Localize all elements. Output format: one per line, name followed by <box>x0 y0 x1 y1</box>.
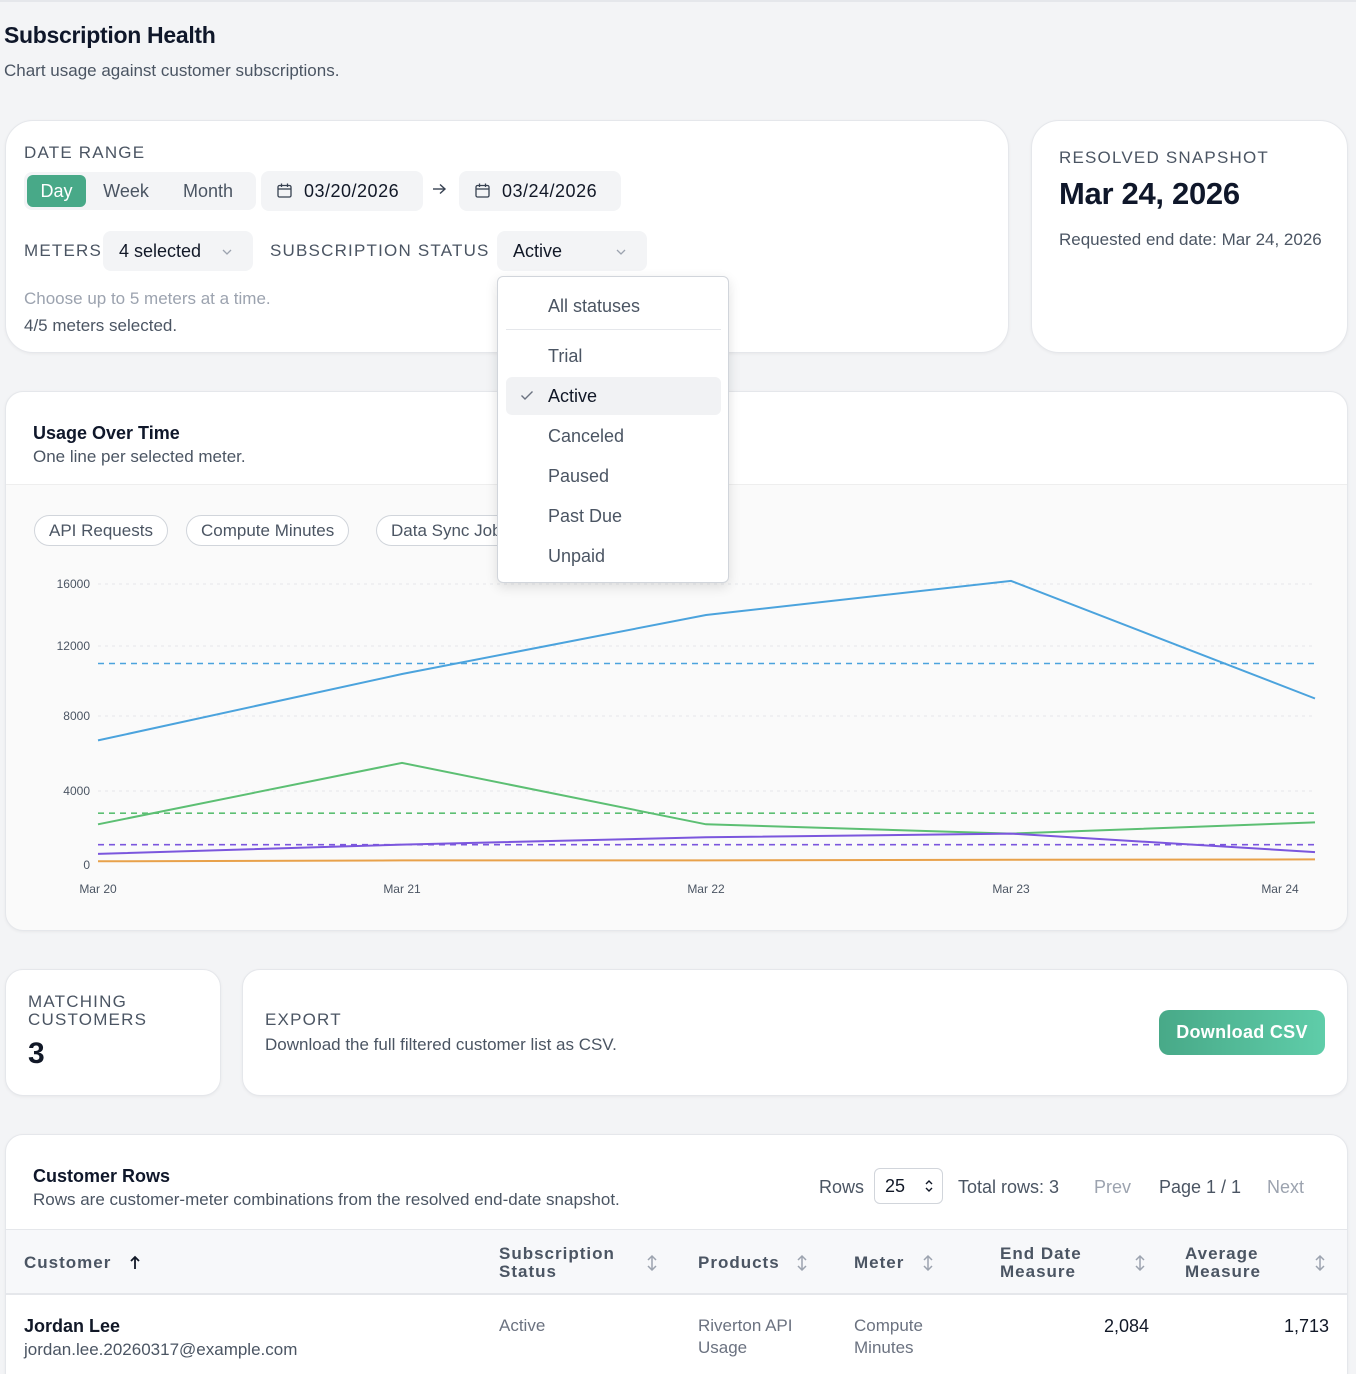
dropdown-divider <box>506 329 721 330</box>
next-page-button[interactable]: Next <box>1267 1177 1305 1197</box>
end-date-measure-cell: 2,084 <box>1103 1316 1149 1336</box>
table-subtitle: Rows are customer-meter combinations fro… <box>33 1190 620 1209</box>
arrow-right-icon <box>433 183 447 195</box>
end-date-value: 03/24/2026 <box>502 181 598 201</box>
column-header-customer[interactable]: Customer <box>24 1253 112 1272</box>
product-cell: Riverton API Usage <box>698 1316 793 1357</box>
usage-line-chart: 0 4000 8000 12000 16000 Mar 20 Mar 21 Mar 22 Mar… <box>57 577 1316 896</box>
start-date-value: 03/20/2026 <box>304 181 400 201</box>
meters-select-value: 4 selected <box>119 241 202 261</box>
checkmark-icon <box>521 391 533 400</box>
average-measure-cell: 1,713 <box>1283 1316 1329 1336</box>
status-option-active-label: Active <box>548 386 598 406</box>
page-subtitle: Chart usage against customer subscriptio… <box>4 61 340 80</box>
snapshot-label: RESOLVED SNAPSHOT <box>1059 148 1269 167</box>
requested-end-date: Requested end date: Mar 24, 2026 <box>1059 230 1322 249</box>
export-card: EXPORT Download the full filtered custom… <box>242 969 1348 1096</box>
subscription-status-select[interactable]: Active <box>497 231 647 271</box>
resolved-snapshot-card: RESOLVED SNAPSHOT Mar 24, 2026 Requested… <box>1031 120 1348 353</box>
status-option-trial[interactable]: Trial <box>548 346 583 366</box>
date-range-label: DATE RANGE <box>24 143 146 162</box>
y-tick-label: 12000 <box>57 639 91 653</box>
series-line <box>97 858 1316 863</box>
column-header-meter[interactable]: Meter <box>854 1253 905 1272</box>
meters-select[interactable]: 4 selected <box>103 231 253 271</box>
meters-label: METERS <box>24 241 103 260</box>
snapshot-date: Mar 24, 2026 <box>1059 176 1240 211</box>
subscription-status-dropdown: All statuses Trial Active Canceled Pause… <box>497 276 729 583</box>
table-title: Customer Rows <box>33 1166 171 1186</box>
status-option-past-due[interactable]: Past Due <box>548 506 623 526</box>
export-description: Download the full filtered customer list… <box>265 1035 617 1054</box>
customer-email: jordan.lee.20260317@example.com <box>24 1340 298 1359</box>
customer-rows-card: Customer Rows Rows are customer-meter co… <box>5 1134 1348 1374</box>
status-option-canceled[interactable]: Canceled <box>548 426 625 446</box>
column-header-products[interactable]: Products <box>698 1253 780 1272</box>
y-tick-label: 0 <box>83 858 90 872</box>
sort-icon[interactable] <box>1314 1254 1326 1272</box>
y-tick-label: 8000 <box>63 709 90 723</box>
y-tick-label: 4000 <box>63 784 90 798</box>
export-label: EXPORT <box>265 1010 342 1029</box>
x-tick-label: Mar 20 <box>79 882 117 896</box>
series-line <box>97 761 1316 835</box>
page-title: Subscription Health <box>4 22 216 48</box>
series-line <box>97 579 1316 742</box>
calendar-icon <box>475 183 490 198</box>
table-header: Customer Subscription Status Products Me… <box>6 1229 1347 1295</box>
prev-page-button[interactable]: Prev <box>1094 1177 1132 1197</box>
top-divider <box>0 0 1356 2</box>
chart-title: Usage Over Time <box>33 423 180 443</box>
x-tick-label: Mar 21 <box>383 882 421 896</box>
customer-name: Jordan Lee <box>24 1316 121 1336</box>
chevron-down-icon <box>222 249 232 255</box>
subscription-status-value: Active <box>513 241 563 261</box>
meters-hint: Choose up to 5 meters at a time. <box>24 289 271 308</box>
granularity-day-button[interactable]: Day <box>27 175 86 207</box>
updown-chevron-icon <box>925 1180 933 1192</box>
subscription-status-cell: Active <box>499 1316 546 1335</box>
x-tick-label: Mar 23 <box>992 882 1030 896</box>
granularity-month-button[interactable]: Month <box>182 181 234 201</box>
column-header-average-measure[interactable]: Average Measure <box>1185 1244 1261 1281</box>
rows-per-page-label: Rows <box>819 1177 865 1197</box>
meter-chip-compute-minutes[interactable]: Compute Minutes <box>186 515 350 546</box>
matching-customers-card: MATCHING CUSTOMERS 3 <box>5 969 221 1096</box>
sort-icon[interactable] <box>646 1254 658 1272</box>
sort-icon[interactable] <box>1134 1254 1146 1272</box>
chart-subtitle: One line per selected meter. <box>33 447 246 466</box>
page-indicator: Page 1 / 1 <box>1159 1177 1242 1197</box>
status-option-active[interactable]: Active <box>506 377 721 415</box>
subscription-status-label: SUBSCRIPTION STATUS <box>270 241 490 260</box>
matching-customers-label: MATCHING CUSTOMERS <box>28 992 148 1029</box>
end-date-input[interactable]: 03/24/2026 <box>459 171 621 211</box>
sort-icon[interactable] <box>922 1254 934 1272</box>
y-tick-label: 16000 <box>57 577 91 591</box>
calendar-icon <box>277 183 292 198</box>
granularity-segmented-control: Day Week Month <box>24 172 256 210</box>
rows-per-page-select[interactable]: 25 <box>874 1168 943 1204</box>
meters-count: 4/5 meters selected. <box>24 316 178 335</box>
column-header-end-date-measure[interactable]: End Date Measure <box>1000 1244 1082 1281</box>
download-csv-button[interactable]: Download CSV <box>1159 1010 1325 1055</box>
x-tick-label: Mar 24 <box>1261 882 1299 896</box>
chevron-down-icon <box>616 249 626 255</box>
status-option-paused[interactable]: Paused <box>548 466 610 486</box>
status-option-unpaid[interactable]: Unpaid <box>548 546 606 566</box>
rows-per-page-value: 25 <box>885 1176 906 1196</box>
start-date-input[interactable]: 03/20/2026 <box>261 171 423 211</box>
status-option-all[interactable]: All statuses <box>548 296 641 316</box>
meter-cell: Compute Minutes <box>854 1316 923 1357</box>
sort-icon[interactable] <box>796 1254 808 1272</box>
sort-ascending-icon[interactable] <box>129 1254 141 1272</box>
column-header-subscription-status[interactable]: Subscription Status <box>499 1244 615 1281</box>
meter-chip-api-requests[interactable]: API Requests <box>34 515 168 546</box>
matching-customers-count: 3 <box>28 1037 45 1070</box>
series-line <box>97 832 1316 855</box>
total-rows: Total rows: 3 <box>958 1177 1060 1197</box>
granularity-week-button[interactable]: Week <box>103 181 149 201</box>
x-tick-label: Mar 22 <box>687 882 725 896</box>
meter-chip-data-sync-jobs[interactable]: Data Sync Jobs <box>376 515 506 546</box>
